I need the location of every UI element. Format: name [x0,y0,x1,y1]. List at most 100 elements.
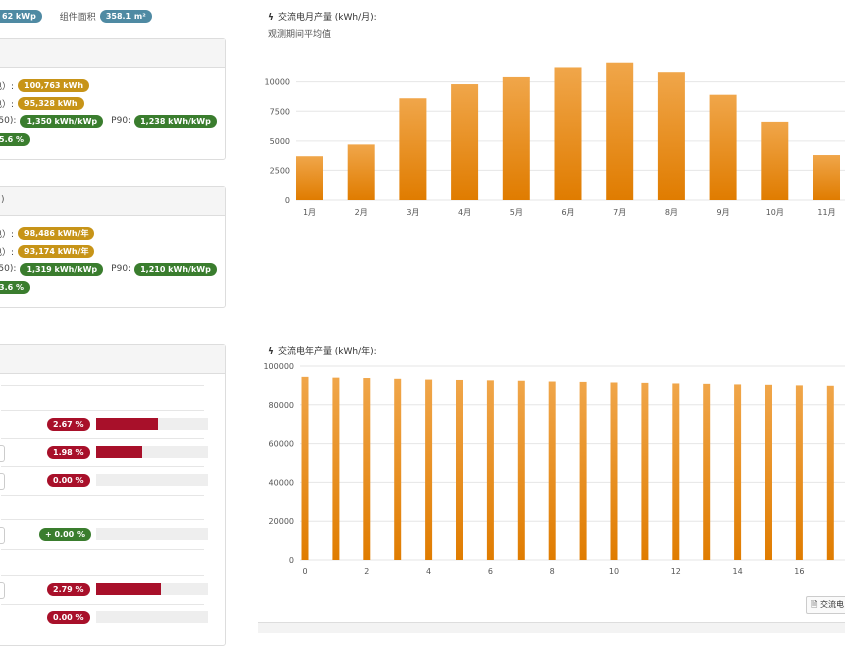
monthly-chart-title: ϟ 交流电月产量 (kWh/月): [268,10,377,23]
export-button[interactable]: 🗎 交流电 [806,596,845,614]
dc-production-value: 100,763 kWh [18,78,90,92]
bar-year-17 [826,385,834,560]
loss-row: 1.98 % [0,445,225,462]
p90-value: 1,210 kWh/kWp [134,262,217,276]
ac-production-label: 电）: [0,99,15,110]
monthly-chart-subtitle: 观测期间平均值 [268,30,332,40]
ac-production-label: 电）: [0,247,15,258]
x-tick-label: 11月 [817,208,835,217]
y-tick-label: 10000 [265,78,290,87]
bar-year-15 [765,384,772,560]
module-area-badge: 358.1 m² [99,9,152,23]
bar-2月 [347,144,375,200]
bar-year-9 [579,381,587,560]
loss-row: 2.79 % [0,582,225,599]
dc-production-label: 电）: [0,81,15,92]
loss-bar [96,611,208,623]
x-tick-label: 4月 [458,208,471,217]
loss-row: + 0.00 % [0,527,225,544]
x-tick-label: 8 [550,567,555,576]
yearly-chart-title: ϟ 交流电年产量 (kWh/年): [268,344,377,357]
ac-production-value: 95,328 kWh [18,96,84,110]
lightning-icon: ϟ [268,347,274,357]
loss-bar-fill [96,583,161,595]
bar-year-7 [517,380,525,560]
document-icon: 🗎 [811,600,818,609]
loss-bar [96,583,208,595]
bottom-panel-edge [258,622,845,633]
module-area-label: 组件面积 [59,12,96,23]
export-button-label: 交流电 [819,600,844,609]
loss-bar [96,474,208,486]
x-tick-label: 1月 [303,208,316,217]
bar-10月 [761,121,789,200]
yearly-production-chart: 0 20000 40000 60000 80000 100000 0 2 4 6 8 10 12 14 16 [263,362,845,576]
loss-row: 0.00 % [0,473,225,490]
y-tick-label: 7500 [270,107,290,116]
p50-label: P50): [0,264,17,274]
production-panel-annual-average: ) 电）: 98,486 kWh/年 电）: 93,174 kWh/年 P50)… [0,186,226,308]
loss-panel: 2.67 % 1.98 % 0.00 % + 0.00 % 2.79 % 0.0… [0,344,226,646]
monthly-production-chart: 0 2500 5000 7500 10000 1月 2月 3月 4月 5月 6月 7月 8月 9月 10月 1… [265,62,845,217]
loss-select[interactable] [0,527,5,544]
loss-select[interactable] [0,445,5,462]
ac-production-value: 93,174 kWh/年 [18,244,95,258]
dc-production-label: 电）: [0,229,15,240]
divider [1,519,204,520]
x-tick-label: 10 [609,567,619,576]
loss-bar-fill [96,418,159,430]
x-tick-label: 2月 [355,208,368,217]
loss-bar [96,528,208,540]
dc-production-value: 98,486 kWh/年 [18,226,95,240]
bar-year-14 [734,384,742,560]
loss-badge: 0.00 % [47,474,90,487]
x-tick-label: 16 [794,567,804,576]
y-tick-label: 80000 [269,401,294,410]
bar-8月 [657,72,685,200]
p90-label: P90: [111,264,132,274]
y-tick-label: 20000 [269,517,294,526]
x-tick-label: 14 [733,567,743,576]
x-tick-label: 2 [364,567,369,576]
divider [1,385,204,386]
x-tick-label: 9月 [717,208,730,217]
x-tick-label: 10月 [766,208,784,217]
bar-9月 [709,94,737,200]
panel-header-text: ) [1,195,5,205]
loss-badge: + 0.00 % [39,528,92,541]
y-tick-label: 40000 [269,478,294,487]
x-tick-label: 0 [302,567,307,576]
divider [1,438,204,439]
lightning-icon: ϟ [268,13,274,23]
uncertainty-value: 5.6 % [0,132,30,146]
loss-row: 2.67 % [0,417,225,432]
x-tick-label: 6月 [561,208,574,217]
x-tick-label: 6 [488,567,493,576]
bar-year-4 [425,379,433,560]
y-tick-label: 0 [285,196,290,205]
loss-bar [96,446,208,458]
x-tick-label: 12 [671,567,681,576]
production-panel-first-year: 电）: 100,763 kWh 电）: 95,328 kWh P50): 1,3… [0,38,226,160]
divider [1,466,204,467]
monthly-chart-title-text: 交流电月产量 (kWh/月): [277,13,377,23]
divider [1,549,204,550]
loss-badge: 2.79 % [47,583,90,596]
x-tick-label: 4 [426,567,431,576]
bar-5月 [502,76,530,200]
bar-year-2 [363,378,371,560]
bar-6月 [554,67,582,200]
bar-1月 [296,156,323,200]
bar-year-5 [456,379,463,560]
panel-header: ) [0,187,225,216]
bar-year-3 [394,378,402,560]
loss-bar [96,418,208,430]
loss-select[interactable] [0,473,5,490]
divider [1,575,204,576]
y-tick-label: 0 [289,556,294,565]
p90-label: P90: [111,116,132,126]
loss-bar-fill [96,446,143,458]
loss-select[interactable] [0,582,5,599]
bar-year-8 [548,381,556,560]
x-tick-label: 7月 [613,208,626,217]
